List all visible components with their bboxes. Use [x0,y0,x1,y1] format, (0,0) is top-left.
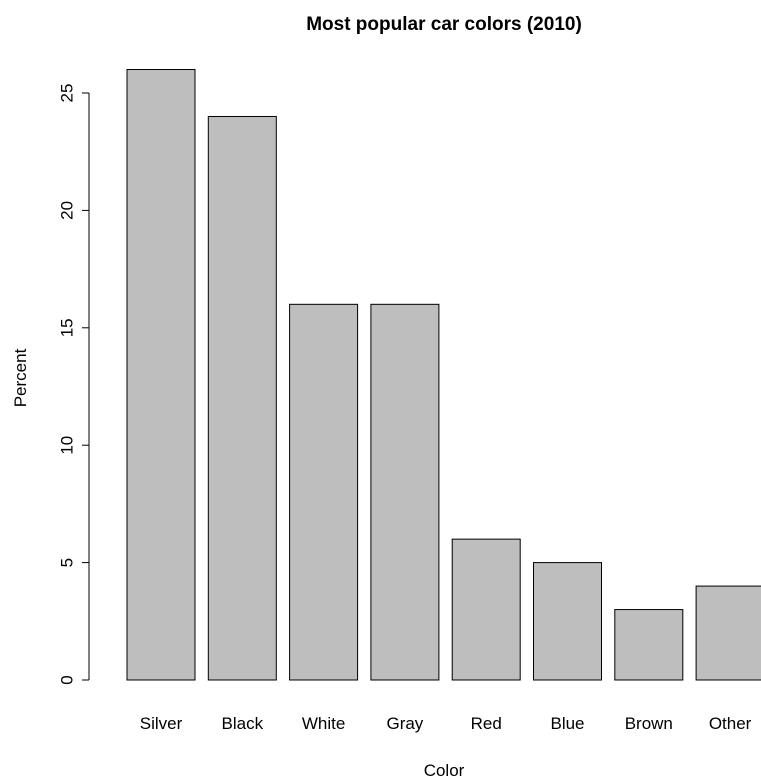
y-tick-label: 15 [57,318,76,337]
bar-silver [126,69,196,681]
x-tick-label-silver: Silver [140,714,183,733]
x-tick-label-gray: Gray [386,714,423,733]
x-tick-label-other: Other [709,714,752,733]
x-tick-label-red: Red [471,714,502,733]
bar-gray [370,303,440,681]
bar-black [207,115,277,681]
y-tick-label: 25 [57,84,76,103]
y-tick-label: 10 [57,436,76,455]
y-tick-label: 20 [57,201,76,220]
x-axis-category-labels: Silver Black White Gray Red Blue Brown Other [140,714,752,733]
y-tick-label: 5 [57,558,76,567]
bar-white [289,303,359,681]
x-tick-label-blue: Blue [550,714,584,733]
x-tick-label-brown: Brown [625,714,673,733]
bars [126,69,761,681]
x-tick-label-black: Black [222,714,264,733]
bar-blue [533,562,602,681]
bar-brown [614,609,684,681]
y-tick-label: 0 [57,675,76,684]
bar-other [695,585,761,681]
bar-red [451,538,521,681]
chart-title: Most popular car colors (2010) [306,14,582,35]
y-axis: 0 5 10 15 20 25 [57,84,90,685]
y-axis-label: Percent [11,348,30,407]
x-axis-label: Color [424,761,465,780]
x-tick-label-white: White [302,714,345,733]
